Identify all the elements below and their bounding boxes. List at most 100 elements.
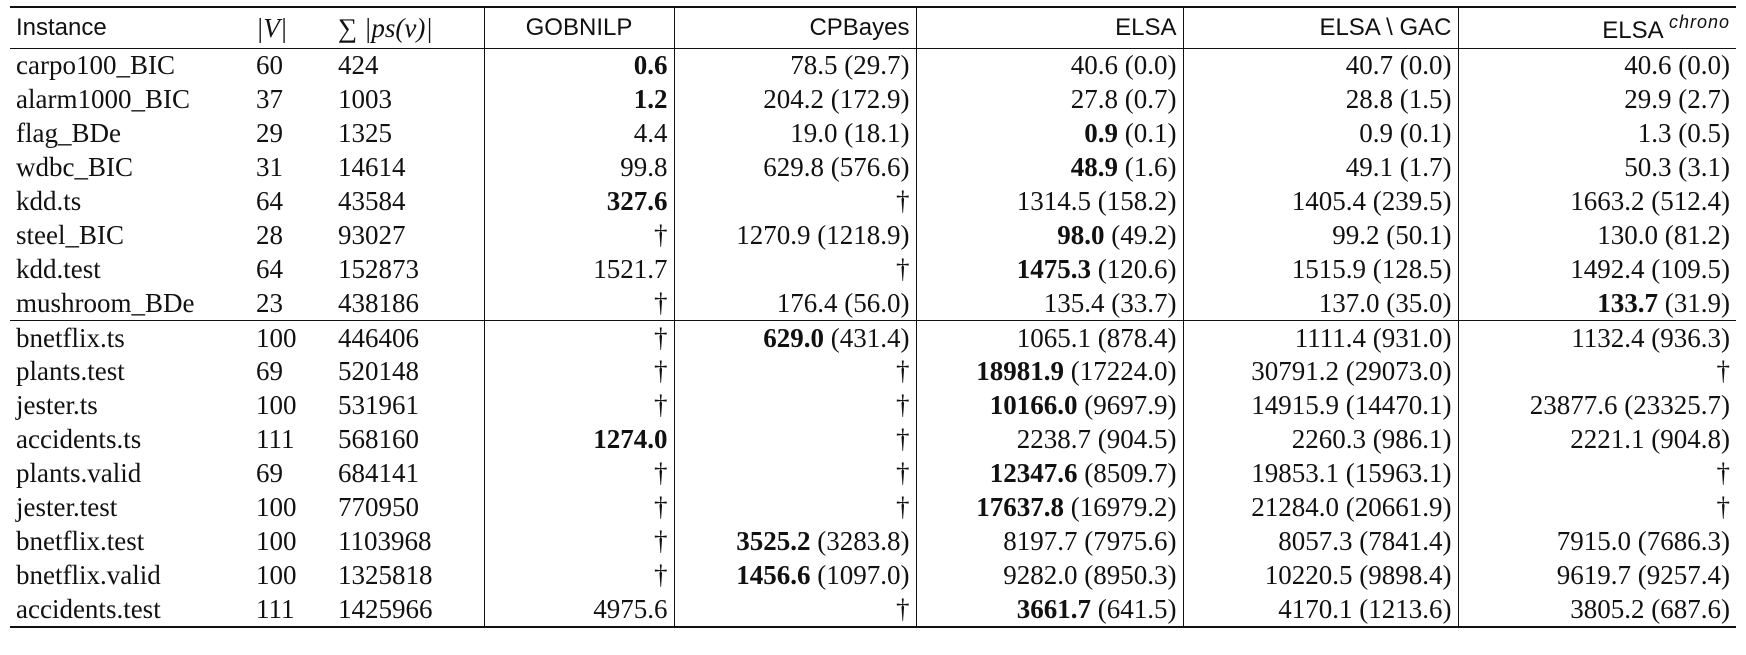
parent-set-count-cell: 770950 [332,490,485,525]
instance-cell: bnetflix.valid [16,559,161,590]
gobnilp-cell: † [484,490,675,525]
header-instance: Instance [10,7,250,49]
elsa-chrono-cell: 50.3 (3.1) [1624,152,1730,183]
table-row: bnetflix.test 100 1103968 † 3525.2 (3283.8) 8… [10,524,1736,559]
parent-set-count-cell: 446406 [332,320,485,356]
header-row: Instance |V| ∑ |ps(v)| GOBNILP CPBayes E… [10,7,1736,49]
vertex-count-cell: 37 [256,84,283,115]
elsa-gac-cell: 137.0 (35.0) [1183,286,1459,321]
parent-set-count-cell: 152873 [332,252,485,287]
elsa-chrono-cell: † [1716,492,1731,523]
best-value: 1.2 [633,84,668,115]
elsa-chrono-cell: 2221.1 (904.8) [1570,424,1730,455]
best-value: 12347.6 [989,458,1078,489]
elsa-chrono-cell: 9619.7 (9257.4) [1556,559,1730,590]
vertex-count-cell: 60 [256,50,283,81]
best-value: 3661.7 [1016,593,1092,624]
elsa-gac-cell: 40.7 (0.0) [1183,48,1459,83]
gobnilp-cell: † [484,320,675,356]
table-row: accidents.ts 111 568160 1274.0 † 2238.7 (904.… [10,422,1736,457]
header-elsa-gac: ELSA \ GAC [1183,7,1459,49]
sum-symbol: ∑ [338,12,358,43]
elsa-gac-cell: 1111.4 (931.0) [1183,320,1459,356]
elsa-cell: 98.0 (49.2) [916,218,1184,253]
table-row: carpo100_BIC 60 424 0.6 78.5 (29.7) 40.6 (0.0… [10,48,1736,83]
vertex-count-cell: 69 [256,356,283,387]
vertex-count-cell: 28 [256,219,283,250]
instance-cell: jester.ts [16,390,98,421]
instance-cell: accidents.ts [16,424,142,455]
instance-cell: mushroom_BDe [16,287,195,318]
header-elsa: ELSA [916,7,1184,49]
elsa-cell: 27.8 (0.7) [916,82,1184,117]
parent-set-count-cell: 1425966 [332,592,485,628]
cpbayes-cell: 1270.9 (1218.9) [674,218,917,253]
elsa-cell: 1065.1 (878.4) [916,320,1184,356]
vertex-count-cell: 69 [256,458,283,489]
table-row: plants.valid 69 684141 † † 12347.6 (8509.7) 19… [10,456,1736,491]
table-row: jester.test 100 770950 † † 17637.8 (16979.2) 2… [10,490,1736,525]
elsa-gac-cell: 21284.0 (20661.9) [1183,490,1459,525]
elsa-cell: 1314.5 (158.2) [916,184,1184,219]
elsa-cell: 9282.0 (8950.3) [916,558,1184,593]
best-value: 0.9 [1084,118,1119,149]
elsa-gac-cell: 19853.1 (15963.1) [1183,456,1459,491]
instance-cell: steel_BIC [16,219,124,250]
parent-set-count-cell: 14614 [332,150,485,185]
elsa-cell: 1475.3 (120.6) [916,252,1184,287]
table-row: accidents.test 111 1425966 4975.6 † 3661.7 (6… [10,592,1736,628]
best-value: 0.6 [633,50,668,81]
cpbayes-cell: † [674,456,917,491]
best-value: 133.7 [1597,287,1659,318]
vertex-count-cell: 100 [256,390,297,421]
elsa-gac-cell: 1515.9 (128.5) [1183,252,1459,287]
elsa-gac-cell: 4170.1 (1213.6) [1183,592,1459,628]
table-row: bnetflix.ts 100 446406 † 629.0 (431.4) 1065.1… [10,320,1736,356]
elsa-chrono-cell: 23877.6 (23325.7) [1529,390,1730,421]
instance-cell: plants.valid [16,458,142,489]
best-value: 327.6 [606,186,668,216]
elsa-gac-cell: 8057.3 (7841.4) [1183,524,1459,559]
cpbayes-cell: † [674,490,917,525]
header-elsa-chrono-base: ELSA [1602,17,1663,44]
elsa-cell: 40.6 (0.0) [916,48,1184,83]
table-row: wdbc_BIC 31 14614 99.8 629.8 (576.6) 48.9 (1.… [10,150,1736,185]
elsa-cell: 8197.7 (7975.6) [916,524,1184,559]
gobnilp-cell: 4.4 [484,116,675,151]
cpbayes-cell: 78.5 (29.7) [674,48,917,83]
elsa-cell: 10166.0 (9697.9) [916,388,1184,423]
header-gobnilp: GOBNILP [484,7,675,49]
instance-cell: bnetflix.ts [10,320,250,356]
vertex-count-cell: 100 [256,492,297,523]
instance-cell: accidents.test [16,593,161,624]
cpbayes-cell: 176.4 (56.0) [674,286,917,321]
header-parent-set-count: ∑ |ps(v)| [332,7,485,49]
elsa-cell: 12347.6 (8509.7) [916,456,1184,491]
vertex-count-cell: 100 [256,525,297,556]
parent-set-count-cell: 1103968 [332,524,485,559]
vertex-count-cell: 100 [250,320,332,356]
cpbayes-cell: † [674,388,917,423]
best-value: 1475.3 [1016,253,1092,284]
vertex-count-cell: 100 [256,559,297,590]
best-value: 98.0 [1057,219,1105,250]
elsa-gac-cell: 2260.3 (986.1) [1183,422,1459,457]
parent-set-count-cell: 1325818 [332,558,485,593]
table-row: kdd.test 64 152873 1521.7 † 1475.3 (120.6) 151… [10,252,1736,287]
cpbayes-cell: † [674,355,917,389]
best-value: 3525.2 [736,525,811,556]
elsa-chrono-cell: 1.3 (0.5) [1637,118,1730,149]
instance-cell: kdd.ts [16,186,82,216]
gobnilp-cell: 327.6 [484,184,675,219]
vertex-count-cell: 64 [256,253,283,284]
table-row: steel_BIC 28 93027 † 1270.9 (1218.9) 98.0 (49… [10,218,1736,253]
instance-cell: alarm1000_BIC [16,84,190,115]
results-table: Instance |V| ∑ |ps(v)| GOBNILP CPBayes E… [10,6,1736,629]
elsa-cell: 48.9 (1.6) [916,150,1184,185]
cpbayes-cell: 3525.2 (3283.8) [674,524,917,559]
parent-set-count-cell: 1325 [332,116,485,151]
cpbayes-cell: † [674,184,917,219]
gobnilp-cell: † [484,218,675,253]
vertex-count-cell: 111 [256,424,295,455]
